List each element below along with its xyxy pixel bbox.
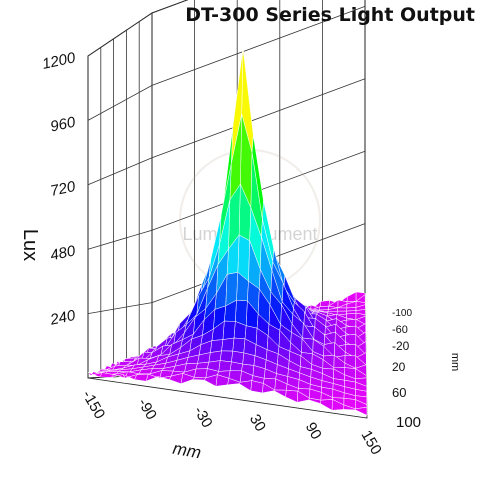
z-tick-label: 720 <box>49 178 78 200</box>
surface-cell <box>273 389 287 398</box>
x-tick-label: -150 <box>79 388 109 423</box>
surface-cell <box>346 291 357 302</box>
surface-cell <box>87 372 103 378</box>
surface-cell <box>320 399 333 411</box>
surface-cell <box>355 406 368 416</box>
z-gridline <box>87 150 366 250</box>
surface-cell <box>238 380 253 392</box>
y-tick-label: 60 <box>392 385 406 400</box>
y-tick-label: 20 <box>392 360 406 374</box>
x-tick-label: -30 <box>190 404 216 431</box>
z-tick-label: 1200 <box>41 49 78 73</box>
axis-walls <box>87 0 368 419</box>
surface-cell <box>219 350 233 363</box>
z-axis-label: Lux <box>19 229 41 261</box>
y-axis-label: mm <box>449 353 461 371</box>
surface-cell <box>192 377 207 381</box>
surface-cell <box>285 389 299 403</box>
surface-cell <box>195 361 210 370</box>
surface-cell <box>194 368 208 379</box>
z-tick-label: 960 <box>49 114 78 136</box>
x-tick-label: -90 <box>134 396 160 423</box>
z-gridline <box>87 0 189 57</box>
y-tick-label: 100 <box>396 414 421 431</box>
y-tick-label: -60 <box>392 324 408 336</box>
surface-cell <box>218 360 232 372</box>
x-tick-label: 90 <box>302 420 325 443</box>
z-gridline <box>87 223 366 314</box>
y-tick-label: -100 <box>392 308 412 319</box>
surface-cell <box>210 339 224 353</box>
chart-title: DT-300 Series Light Output <box>185 4 475 26</box>
x-tick-label: 30 <box>246 412 269 435</box>
surface-mesh <box>87 47 368 416</box>
x-axis-label: mm <box>171 439 202 463</box>
z-gridline <box>87 6 366 121</box>
y-tick-label: -20 <box>392 339 410 353</box>
surface-cell <box>222 320 236 340</box>
surface-cell <box>221 337 235 352</box>
surface-cell <box>337 307 348 312</box>
x-tick-label: 150 <box>358 428 385 458</box>
z-tick-label: 480 <box>49 242 78 264</box>
z-tick-label: 240 <box>48 307 78 329</box>
surface-cell <box>232 337 246 354</box>
left-wall <box>87 12 153 379</box>
z-gridline <box>87 78 366 186</box>
